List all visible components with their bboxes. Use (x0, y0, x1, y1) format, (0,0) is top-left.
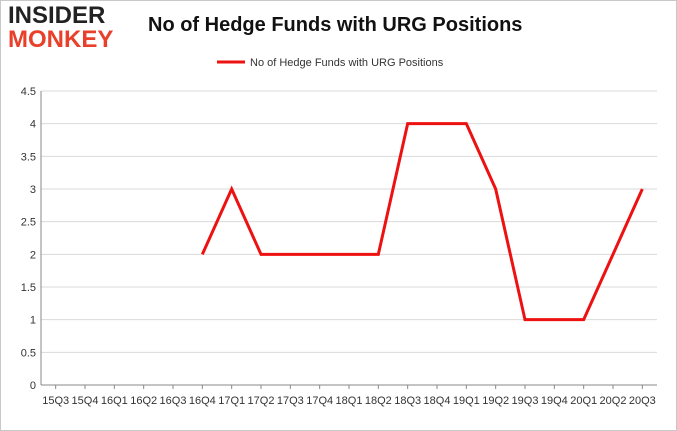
x-tick-label: 19Q3 (512, 395, 539, 407)
x-tick-label: 18Q1 (336, 395, 363, 407)
y-tick-label: 3.5 (21, 151, 36, 163)
x-tick-label: 15Q4 (72, 395, 99, 407)
series-line-0 (200, 122, 644, 322)
y-tick-label: 2 (30, 249, 36, 261)
x-tick-label: 15Q3 (42, 395, 69, 407)
y-tick-label: 3 (30, 184, 36, 196)
x-tick-label: 18Q4 (424, 395, 451, 407)
insider-monkey-logo: INSIDER MONKEY (8, 4, 126, 54)
y-tick-label: 1.5 (21, 282, 36, 294)
x-tick-label: 17Q4 (306, 395, 333, 407)
x-tick-label: 16Q1 (101, 395, 128, 407)
x-tick-label: 16Q3 (160, 395, 187, 407)
x-tick-label: 20Q3 (629, 395, 656, 407)
x-tick-label: 19Q4 (541, 395, 568, 407)
x-tick-label: 20Q2 (600, 395, 627, 407)
x-tick-label: 17Q1 (218, 395, 245, 407)
chart-title: No of Hedge Funds with URG Positions (148, 14, 523, 36)
x-tick-labels: 15Q3 15Q4 16Q1 16Q2 16Q3 16Q4 17Q1 17Q2 17Q3 17Q4… (42, 395, 656, 407)
y-tick-label: 0 (30, 380, 36, 392)
y-tick-label: 2.5 (21, 217, 36, 229)
x-tick-label: 20Q1 (570, 395, 597, 407)
x-tick-label: 16Q2 (130, 395, 157, 407)
x-tick-label: 16Q4 (189, 395, 216, 407)
series-lines (200, 122, 644, 322)
y-tick-label: 4.5 (21, 86, 36, 98)
axes (40, 91, 657, 389)
y-tick-label: 4 (30, 119, 36, 131)
y-tick-label: 1 (30, 315, 36, 327)
legend-label: No of Hedge Funds with URG Positions (250, 57, 444, 69)
x-tick-label: 19Q1 (453, 395, 480, 407)
y-tick-labels: 0 0.5 1 1.5 2 2.5 3 3.5 4 4.5 (21, 86, 36, 392)
gridlines (41, 90, 657, 353)
logo-line-2: MONKEY (8, 26, 114, 53)
x-tick-label: 19Q2 (482, 395, 509, 407)
legend: No of Hedge Funds with URG Positions (217, 57, 444, 69)
x-tick-label: 17Q3 (277, 395, 304, 407)
x-tick-label: 18Q2 (365, 395, 392, 407)
x-tick-label: 18Q3 (394, 395, 421, 407)
x-tick-label: 17Q2 (248, 395, 275, 407)
logo-line-1: INSIDER (8, 2, 106, 29)
y-tick-label: 0.5 (21, 347, 36, 359)
